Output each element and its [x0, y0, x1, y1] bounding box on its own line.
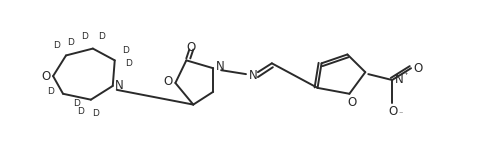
- Text: N: N: [395, 73, 404, 86]
- Text: O: O: [164, 75, 173, 88]
- Text: O: O: [187, 41, 196, 54]
- Text: D: D: [77, 107, 84, 116]
- Text: D: D: [125, 59, 132, 68]
- Text: ⁺: ⁺: [404, 71, 408, 80]
- Text: D: D: [47, 87, 54, 96]
- Text: O: O: [348, 96, 357, 109]
- Text: N: N: [248, 69, 257, 82]
- Text: O: O: [389, 105, 398, 118]
- Text: ⁻: ⁻: [399, 109, 403, 118]
- Text: D: D: [122, 46, 129, 55]
- Text: D: D: [93, 109, 99, 118]
- Text: O: O: [413, 62, 423, 75]
- Text: D: D: [74, 99, 80, 108]
- Text: D: D: [81, 32, 88, 41]
- Text: N: N: [216, 60, 225, 73]
- Text: N: N: [115, 79, 124, 92]
- Text: D: D: [53, 41, 59, 50]
- Text: O: O: [41, 70, 51, 83]
- Text: D: D: [98, 32, 105, 41]
- Text: D: D: [68, 38, 75, 47]
